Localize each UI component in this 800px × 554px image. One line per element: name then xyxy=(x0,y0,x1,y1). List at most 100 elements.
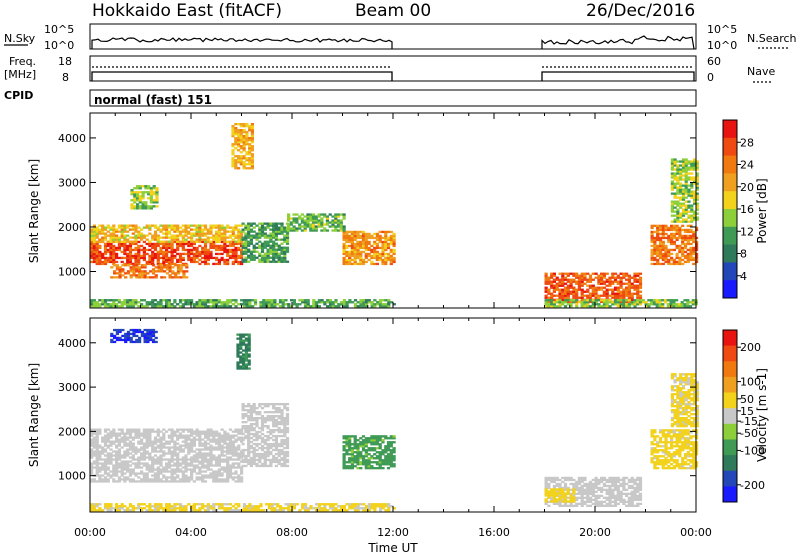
heatmap-cell xyxy=(190,458,194,461)
heatmap-cell xyxy=(583,303,587,306)
heatmap-cell xyxy=(311,229,316,232)
heatmap-cell xyxy=(209,224,213,227)
heatmap-cell xyxy=(684,188,688,191)
heatmap-cell xyxy=(171,272,175,275)
heatmap-cell xyxy=(220,480,224,483)
heatmap-cell xyxy=(314,227,318,230)
heatmap-cell xyxy=(317,219,321,222)
heatmap-cell xyxy=(117,466,121,469)
heatmap-cell xyxy=(602,303,606,306)
heatmap-cell xyxy=(241,452,245,456)
heatmap-cell xyxy=(228,474,233,477)
heatmap-cell xyxy=(263,246,267,249)
heatmap-cell xyxy=(670,174,674,177)
heatmap-cell xyxy=(90,440,94,443)
heatmap-cell xyxy=(295,503,299,506)
heatmap-cell xyxy=(126,444,130,447)
heatmap-cell xyxy=(156,428,160,431)
heatmap-cell xyxy=(237,133,241,136)
heatmap-cell xyxy=(298,509,302,512)
heatmap-cell xyxy=(245,159,249,162)
heatmap-cell xyxy=(328,305,333,308)
heatmap-cell xyxy=(142,462,146,465)
heatmap-cell xyxy=(350,234,354,238)
heatmap-cell xyxy=(212,236,216,239)
heatmap-cell xyxy=(215,252,219,256)
heatmap-cell xyxy=(206,446,210,449)
heatmap-cell xyxy=(678,226,682,230)
heatmap-cell xyxy=(198,478,202,481)
heatmap-cell xyxy=(223,303,227,306)
heatmap-cell xyxy=(362,509,366,512)
heatmap-cell xyxy=(173,448,177,451)
heatmap-cell xyxy=(681,198,686,201)
heatmap-cell xyxy=(148,262,152,266)
heatmap-cell xyxy=(283,434,287,438)
heatmap-cell xyxy=(260,425,265,428)
heatmap-cell xyxy=(591,288,595,291)
heatmap-cell xyxy=(693,194,697,197)
heatmap-cell xyxy=(209,458,213,461)
heatmap-cell xyxy=(151,256,155,260)
heatmap-cell xyxy=(334,503,338,506)
heatmap-cell xyxy=(252,450,256,454)
heatmap-cell xyxy=(686,303,690,306)
heatmap-cell xyxy=(95,303,99,306)
heatmap-cell xyxy=(249,238,253,241)
heatmap-cell xyxy=(384,305,388,308)
heatmap-cell xyxy=(167,250,171,254)
heatmap-cell xyxy=(153,468,158,471)
heatmap-cell xyxy=(145,242,149,246)
heatmap-cell xyxy=(151,305,155,308)
heatmap-cell xyxy=(170,228,174,231)
heatmap-cell xyxy=(156,238,160,241)
heatmap-cell xyxy=(664,248,668,252)
heatmap-cell xyxy=(248,507,252,510)
heatmap-cell xyxy=(195,301,199,304)
heatmap-cell xyxy=(231,232,235,235)
heatmap-cell xyxy=(695,254,699,258)
heatmap-cell xyxy=(303,219,307,222)
heatmap-cell xyxy=(345,258,349,262)
heatmap-cell xyxy=(209,450,213,453)
heatmap-cell xyxy=(203,250,208,254)
heatmap-cell xyxy=(277,458,281,462)
heatmap-cell xyxy=(121,268,125,271)
heatmap-cell xyxy=(126,507,130,510)
heatmap-cell xyxy=(664,228,668,232)
heatmap-cell xyxy=(98,228,102,231)
heatmap-cell xyxy=(109,436,113,439)
heatmap-cell xyxy=(336,213,341,216)
heatmap-cell xyxy=(209,226,213,229)
heatmap-cell xyxy=(145,462,149,465)
heatmap-cell xyxy=(679,198,683,201)
heatmap-cell xyxy=(550,303,554,306)
heatmap-cell xyxy=(384,248,388,252)
heatmap-cell xyxy=(600,280,604,283)
heatmap-cell xyxy=(684,196,688,199)
heatmap-cell xyxy=(676,214,680,217)
heatmap-cell xyxy=(120,240,124,243)
heatmap-cell xyxy=(650,234,654,238)
heatmap-cell xyxy=(134,472,138,475)
heatmap-cell xyxy=(353,260,357,264)
heatmap-cell xyxy=(675,299,679,302)
heatmap-cell xyxy=(237,246,241,250)
heatmap-cell xyxy=(237,466,241,469)
heatmap-cell xyxy=(153,458,158,461)
heatmap-cell xyxy=(247,244,251,247)
heatmap-cell xyxy=(123,509,127,512)
heatmap-cell xyxy=(156,446,160,449)
heatmap-cell xyxy=(345,461,349,464)
heatmap-cell xyxy=(147,205,151,208)
heatmap-cell xyxy=(106,456,110,459)
heatmap-cell xyxy=(167,240,171,243)
heatmap-cell xyxy=(686,248,690,252)
heatmap-cell xyxy=(245,299,249,302)
heatmap-cell xyxy=(661,242,665,246)
heatmap-cell xyxy=(181,462,185,465)
heatmap-cell xyxy=(690,182,694,185)
heatmap-cell xyxy=(605,278,609,281)
heatmap-cell xyxy=(203,442,208,445)
heatmap-cell xyxy=(619,296,623,299)
